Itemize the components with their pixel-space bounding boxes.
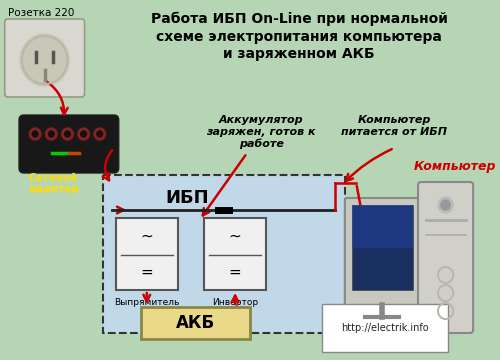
Circle shape	[81, 131, 86, 137]
Text: Инвертор: Инвертор	[212, 298, 258, 307]
FancyBboxPatch shape	[345, 198, 420, 307]
Text: Компьютер: Компьютер	[414, 160, 496, 173]
Text: ~: ~	[140, 229, 153, 243]
Circle shape	[48, 131, 54, 137]
FancyBboxPatch shape	[352, 205, 414, 290]
FancyBboxPatch shape	[102, 175, 345, 333]
Text: Работа ИБП On-Line при нормальной
схеме электропитания компьютера
и заряженном А: Работа ИБП On-Line при нормальной схеме …	[151, 12, 448, 61]
FancyBboxPatch shape	[116, 218, 178, 290]
FancyBboxPatch shape	[5, 19, 84, 97]
Text: адаптер: адаптер	[28, 184, 80, 194]
FancyBboxPatch shape	[204, 218, 266, 290]
Circle shape	[78, 128, 90, 140]
Circle shape	[64, 131, 70, 137]
Text: Розетка 220: Розетка 220	[8, 8, 74, 18]
Circle shape	[20, 34, 70, 86]
FancyBboxPatch shape	[418, 182, 473, 333]
FancyBboxPatch shape	[140, 307, 250, 339]
Text: Компьютер
питается от ИБП: Компьютер питается от ИБП	[342, 115, 448, 136]
Circle shape	[94, 128, 106, 140]
Text: ~: ~	[229, 229, 241, 243]
Circle shape	[46, 128, 57, 140]
FancyBboxPatch shape	[19, 115, 119, 173]
Text: Сетевой: Сетевой	[28, 173, 78, 183]
Circle shape	[30, 128, 41, 140]
Text: =: =	[229, 265, 241, 279]
Circle shape	[62, 128, 73, 140]
Text: =: =	[140, 265, 153, 279]
Text: http://electrik.info: http://electrik.info	[341, 323, 428, 333]
Circle shape	[32, 131, 38, 137]
Text: Аккумулятор
заряжен, готов к
работе: Аккумулятор заряжен, готов к работе	[206, 115, 316, 149]
Text: АКБ: АКБ	[176, 314, 215, 332]
Text: Выпрямитель: Выпрямитель	[114, 298, 180, 307]
Circle shape	[438, 197, 453, 213]
Circle shape	[97, 131, 102, 137]
FancyBboxPatch shape	[352, 205, 414, 248]
Circle shape	[441, 200, 450, 210]
Text: ИБП: ИБП	[166, 189, 209, 207]
